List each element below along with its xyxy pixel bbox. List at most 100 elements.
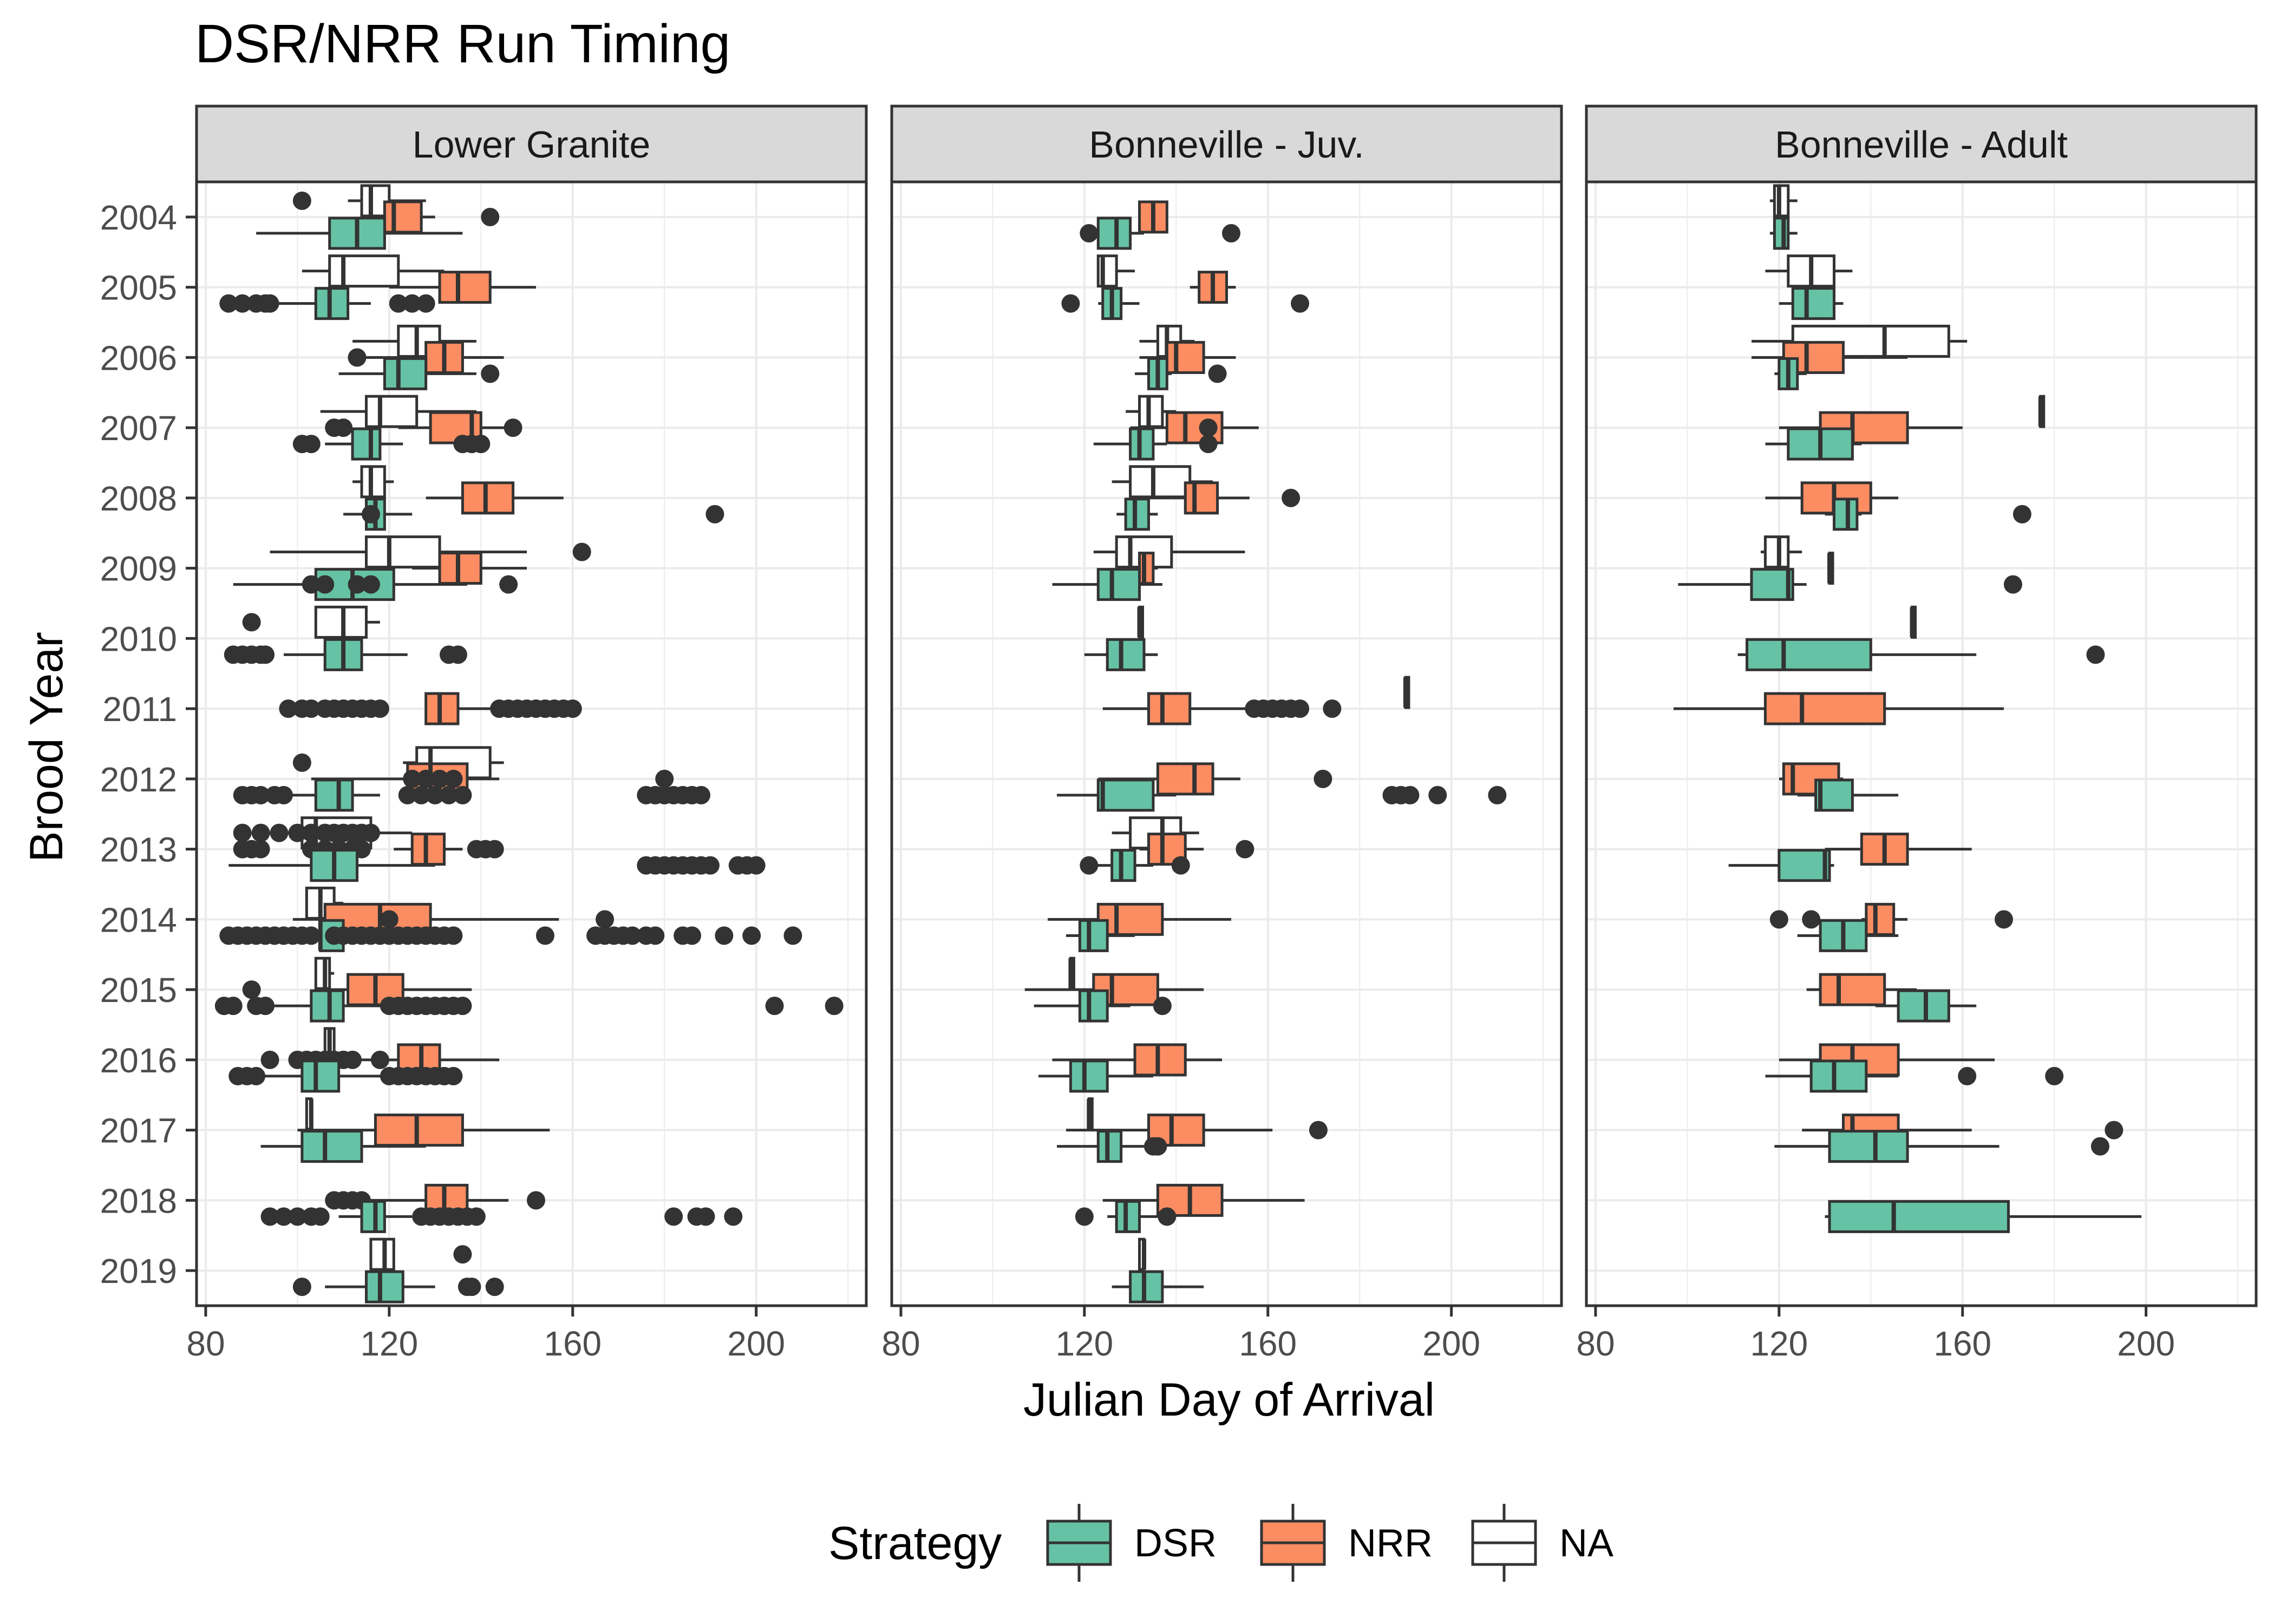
- outlier-point: [316, 575, 335, 594]
- box-dsr: [1093, 427, 1218, 461]
- outlier-point: [2045, 1066, 2064, 1085]
- outlier-point: [453, 785, 472, 804]
- x-tick-label: 80: [186, 1324, 225, 1363]
- outlier-point: [485, 840, 504, 859]
- box-dsr: [1057, 1130, 1167, 1163]
- box-iqr: [1147, 692, 1192, 725]
- outlier-point: [499, 575, 518, 594]
- box-dsr: [1779, 287, 1844, 320]
- outlier-point: [398, 785, 417, 804]
- outlier-point: [2086, 645, 2105, 664]
- box-iqr: [461, 481, 515, 515]
- legend-label: NA: [1559, 1522, 1613, 1565]
- box-iqr: [1809, 1059, 1868, 1093]
- x-axis-title: Julian Day of Arrival: [1023, 1374, 1435, 1426]
- outlier-point: [233, 823, 252, 842]
- box-dsr: [1774, 1130, 2109, 1163]
- box-dsr: [1038, 1059, 1153, 1093]
- box-iqr: [1096, 1130, 1123, 1163]
- box-iqr: [424, 692, 460, 725]
- box-iqr: [1124, 497, 1150, 531]
- box-dsr: [1825, 1200, 2142, 1233]
- box-dsr: [228, 849, 766, 882]
- box-dsr: [1797, 778, 1899, 812]
- outlier-point: [439, 785, 458, 804]
- facet-label: Bonneville - Juv.: [1089, 123, 1364, 166]
- outlier-point: [1158, 1207, 1177, 1226]
- outlier-point: [274, 785, 293, 804]
- box-nrr: [242, 973, 472, 1006]
- x-tick-label: 160: [1933, 1324, 1991, 1363]
- legend-label: DSR: [1134, 1522, 1217, 1565]
- y-axis-title: Brood Year: [21, 632, 73, 862]
- box-na: [2038, 395, 2046, 428]
- outlier-point: [1323, 699, 1342, 718]
- outlier-point: [292, 191, 311, 210]
- box-dsr: [1057, 778, 1507, 812]
- outlier-point: [724, 1207, 743, 1226]
- box-na: [352, 465, 394, 499]
- outlier-point: [1221, 224, 1240, 243]
- box-iqr: [300, 1130, 363, 1163]
- outlier-point: [389, 294, 408, 313]
- box-dsr: [1075, 1200, 1177, 1233]
- box-dsr: [1825, 497, 2031, 531]
- outlier-point: [1314, 769, 1332, 788]
- outlier-point: [361, 505, 380, 523]
- box-dsr: [1875, 989, 1977, 1023]
- box-iqr: [1069, 1059, 1109, 1093]
- box-iqr: [374, 1114, 464, 1147]
- box-na: [1138, 1237, 1146, 1271]
- outlier-point: [1208, 364, 1227, 383]
- outlier-point: [1171, 856, 1190, 875]
- outlier-point: [1769, 910, 1788, 929]
- outlier-point: [224, 997, 243, 1016]
- box-nrr: [1825, 833, 1972, 866]
- y-tick-label: 2014: [100, 900, 177, 939]
- box-iqr: [1156, 762, 1214, 796]
- box-nrr: [1190, 271, 1236, 304]
- box-dsr: [228, 1059, 463, 1093]
- panel-background: [892, 182, 1561, 1306]
- outlier-point: [219, 294, 238, 313]
- box-na: [305, 1097, 313, 1131]
- y-tick-label: 2013: [100, 830, 177, 869]
- y-tick-label: 2012: [100, 760, 177, 799]
- box-iqr: [314, 287, 350, 320]
- box-iqr: [1138, 552, 1155, 585]
- outlier-point: [1291, 294, 1310, 313]
- box-iqr: [300, 1059, 341, 1093]
- outlier-point: [256, 645, 275, 664]
- outlier-point: [765, 997, 784, 1016]
- y-tick-label: 2004: [100, 198, 177, 237]
- box-iqr: [1096, 778, 1155, 812]
- outlier-point: [1080, 224, 1099, 243]
- outlier-point: [302, 823, 321, 842]
- outlier-point: [343, 1050, 362, 1069]
- facet-panels: Lower Granite 80 120 160 200 2004 2005 2006 2007…: [100, 104, 2258, 1363]
- outlier-point: [563, 699, 582, 718]
- outlier-point: [302, 926, 321, 945]
- outlier-point: [370, 1050, 389, 1069]
- box-iqr: [1184, 481, 1219, 515]
- box-dsr: [233, 568, 518, 601]
- outlier-point: [348, 348, 367, 367]
- outlier-point: [444, 926, 463, 945]
- outlier-point: [696, 1207, 715, 1226]
- box-dsr: [1084, 638, 1158, 671]
- outlier-point: [1075, 1207, 1094, 1226]
- box-iqr: [314, 605, 368, 639]
- legend: Strategy DSR NRR NA: [828, 1504, 1613, 1582]
- outlier-point: [535, 926, 554, 945]
- box-iqr: [1096, 217, 1132, 250]
- box-dsr: [1052, 568, 1162, 601]
- outlier-point: [1080, 856, 1099, 875]
- outlier-point: [655, 769, 674, 788]
- outlier-point: [646, 926, 665, 945]
- outlier-point: [444, 1066, 463, 1085]
- box-iqr: [364, 535, 441, 569]
- outlier-point: [664, 1207, 683, 1226]
- outlier-point: [426, 785, 445, 804]
- box-nrr: [1143, 481, 1301, 515]
- box-iqr: [1133, 1043, 1187, 1077]
